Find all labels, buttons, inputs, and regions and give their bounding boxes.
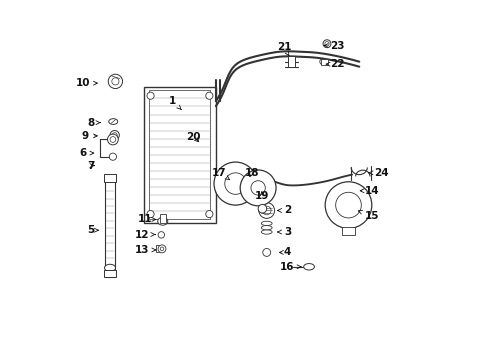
- Circle shape: [224, 173, 246, 194]
- Circle shape: [262, 206, 270, 215]
- Circle shape: [205, 211, 212, 218]
- Text: 20: 20: [186, 132, 201, 142]
- Bar: [160, 214, 165, 223]
- Text: 5: 5: [87, 225, 98, 235]
- Circle shape: [110, 136, 116, 142]
- Circle shape: [112, 133, 117, 138]
- Circle shape: [112, 78, 119, 85]
- Circle shape: [262, 248, 270, 256]
- Circle shape: [240, 170, 276, 206]
- Text: 19: 19: [255, 191, 269, 201]
- Circle shape: [109, 153, 116, 160]
- Text: 17: 17: [212, 168, 229, 180]
- Circle shape: [258, 203, 274, 219]
- Text: 12: 12: [135, 230, 155, 239]
- Bar: [341, 227, 355, 235]
- Circle shape: [147, 92, 154, 99]
- Ellipse shape: [108, 119, 118, 125]
- Circle shape: [160, 247, 163, 251]
- Text: 2: 2: [277, 206, 290, 216]
- Circle shape: [107, 134, 118, 145]
- Text: 1: 1: [169, 96, 181, 109]
- Text: 24: 24: [368, 168, 388, 178]
- Text: 23: 23: [324, 41, 344, 50]
- Circle shape: [325, 182, 371, 228]
- Bar: [149, 90, 210, 220]
- Circle shape: [110, 131, 119, 140]
- Ellipse shape: [158, 217, 167, 225]
- Text: 7: 7: [87, 161, 95, 171]
- Circle shape: [108, 74, 122, 89]
- Circle shape: [324, 41, 328, 46]
- Text: 8: 8: [87, 118, 100, 128]
- Bar: [321, 59, 328, 65]
- Circle shape: [250, 181, 265, 195]
- Circle shape: [205, 92, 212, 99]
- Bar: [104, 270, 116, 277]
- Ellipse shape: [261, 230, 271, 234]
- Bar: [105, 176, 115, 277]
- Circle shape: [147, 211, 154, 218]
- Bar: [103, 174, 116, 182]
- Text: 9: 9: [81, 131, 97, 141]
- Circle shape: [158, 245, 165, 253]
- Text: 22: 22: [325, 59, 344, 69]
- Text: 11: 11: [137, 215, 155, 224]
- Circle shape: [258, 204, 266, 213]
- Text: 15: 15: [358, 210, 378, 221]
- Circle shape: [335, 192, 361, 218]
- Text: 3: 3: [277, 227, 290, 237]
- Circle shape: [158, 231, 164, 238]
- Ellipse shape: [261, 226, 271, 230]
- Text: 6: 6: [80, 148, 94, 158]
- Ellipse shape: [303, 264, 314, 270]
- Text: 13: 13: [135, 245, 155, 255]
- Ellipse shape: [104, 264, 115, 271]
- Circle shape: [346, 208, 350, 213]
- Text: 21: 21: [276, 42, 290, 55]
- Text: 16: 16: [280, 262, 300, 272]
- Text: 18: 18: [244, 168, 258, 178]
- Bar: [144, 87, 215, 223]
- Text: 10: 10: [76, 78, 97, 88]
- Bar: [155, 244, 160, 252]
- Circle shape: [323, 40, 330, 48]
- Ellipse shape: [261, 221, 271, 226]
- Circle shape: [214, 162, 257, 205]
- Bar: [287, 56, 295, 67]
- Circle shape: [319, 59, 325, 64]
- Text: 14: 14: [360, 186, 378, 196]
- Text: 4: 4: [279, 247, 291, 257]
